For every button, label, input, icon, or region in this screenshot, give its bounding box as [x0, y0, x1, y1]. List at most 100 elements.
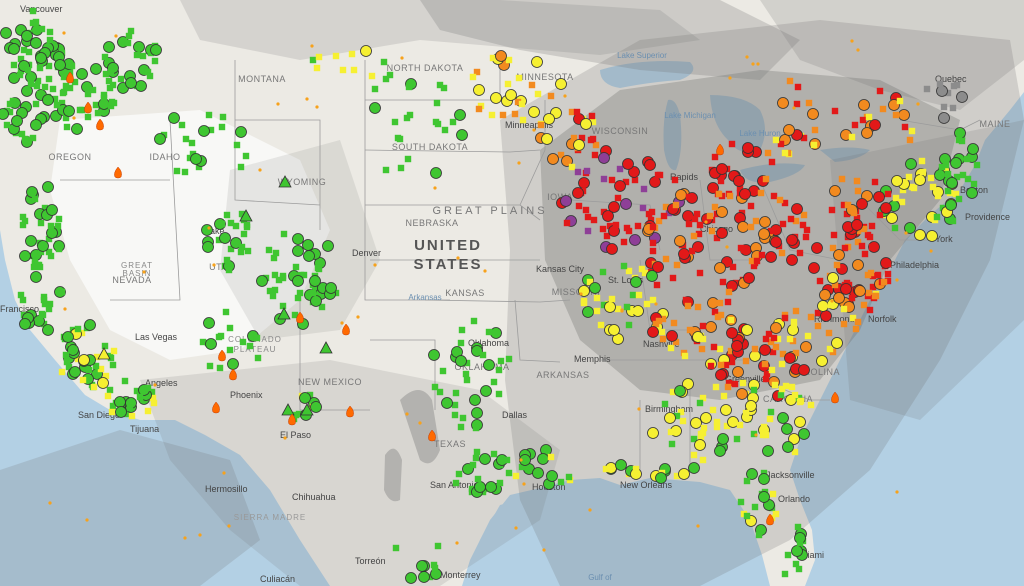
sensor-square-marker[interactable]	[796, 249, 804, 257]
sensor-square-marker[interactable]	[94, 109, 102, 117]
sensor-square-marker[interactable]	[490, 378, 498, 386]
sensor-square-marker[interactable]	[906, 136, 914, 144]
sensor-square-marker[interactable]	[762, 175, 770, 183]
sensor-square-marker[interactable]	[660, 212, 668, 220]
monitor-circle-marker[interactable]	[473, 84, 485, 96]
sensor-square-marker[interactable]	[6, 108, 14, 116]
sensor-square-marker[interactable]	[631, 176, 639, 184]
sensor-square-marker[interactable]	[955, 136, 963, 144]
sensor-square-marker[interactable]	[858, 242, 866, 250]
sensor-square-marker[interactable]	[578, 134, 586, 142]
sensor-square-marker[interactable]	[38, 25, 46, 33]
monitor-circle-marker[interactable]	[532, 467, 544, 479]
sensor-square-marker[interactable]	[896, 97, 904, 105]
sensor-square-marker[interactable]	[574, 168, 582, 176]
monitor-circle-marker[interactable]	[135, 80, 147, 92]
sensor-square-marker[interactable]	[78, 329, 86, 337]
monitor-circle-marker[interactable]	[717, 433, 729, 445]
monitor-circle-marker[interactable]	[608, 324, 620, 336]
sensor-square-marker[interactable]	[225, 266, 233, 274]
sensor-square-marker[interactable]	[784, 551, 792, 559]
monitor-circle-marker[interactable]	[456, 129, 468, 141]
fire-icon[interactable]	[96, 118, 104, 131]
sensor-square-marker[interactable]	[874, 271, 882, 279]
sensor-square-marker[interactable]	[218, 220, 226, 228]
monitor-circle-marker[interactable]	[666, 330, 678, 342]
monitor-circle-marker[interactable]	[615, 459, 627, 471]
sensor-square-marker[interactable]	[58, 288, 66, 296]
monitor-circle-marker[interactable]	[820, 310, 832, 322]
sensor-square-marker[interactable]	[440, 84, 448, 92]
monitor-circle-marker[interactable]	[652, 261, 664, 273]
sensor-square-marker[interactable]	[128, 412, 136, 420]
sensor-square-marker[interactable]	[792, 307, 800, 315]
sensor-square-marker[interactable]	[720, 392, 728, 400]
monitor-circle-marker[interactable]	[777, 412, 789, 424]
sensor-square-marker[interactable]	[827, 301, 835, 309]
sensor-square-marker[interactable]	[871, 292, 879, 300]
monitor-circle-marker[interactable]	[852, 259, 864, 271]
sensor-square-marker[interactable]	[892, 111, 900, 119]
monitor-circle-marker[interactable]	[405, 572, 417, 584]
sensor-square-marker[interactable]	[649, 247, 657, 255]
sensor-square-marker[interactable]	[313, 64, 321, 72]
sensor-square-marker[interactable]	[504, 80, 512, 88]
sensor-square-marker[interactable]	[768, 366, 776, 374]
fire-icon[interactable]	[84, 101, 92, 114]
sensor-square-marker[interactable]	[950, 82, 958, 90]
monitor-circle-marker[interactable]	[692, 241, 704, 253]
sensor-square-marker[interactable]	[600, 175, 608, 183]
sensor-square-marker[interactable]	[673, 412, 681, 420]
sensor-square-marker[interactable]	[371, 85, 379, 93]
sensor-square-marker[interactable]	[102, 372, 110, 380]
monitor-circle-marker[interactable]	[598, 152, 610, 164]
sensor-square-marker[interactable]	[826, 345, 834, 353]
monitor-circle-marker[interactable]	[531, 56, 543, 68]
sensor-square-marker[interactable]	[40, 296, 48, 304]
sensor-square-marker[interactable]	[223, 211, 231, 219]
sensor-square-marker[interactable]	[590, 216, 598, 224]
sensor-square-marker[interactable]	[727, 316, 735, 324]
monitor-circle-marker[interactable]	[784, 352, 796, 364]
sensor-square-marker[interactable]	[84, 113, 92, 121]
sensor-square-marker[interactable]	[794, 83, 802, 91]
monitor-circle-marker[interactable]	[455, 355, 467, 367]
monitor-circle-marker[interactable]	[292, 245, 304, 257]
sensor-square-marker[interactable]	[101, 342, 109, 350]
sensor-square-marker[interactable]	[237, 248, 245, 256]
sensor-square-marker[interactable]	[719, 278, 727, 286]
sensor-square-marker[interactable]	[292, 263, 300, 271]
sensor-square-marker[interactable]	[940, 103, 948, 111]
sensor-square-marker[interactable]	[144, 68, 152, 76]
sensor-square-marker[interactable]	[696, 399, 704, 407]
sensor-square-marker[interactable]	[706, 212, 714, 220]
sensor-square-marker[interactable]	[149, 394, 157, 402]
monitor-circle-marker[interactable]	[816, 355, 828, 367]
monitor-circle-marker[interactable]	[630, 276, 642, 288]
sensor-square-marker[interactable]	[63, 358, 71, 366]
sensor-square-marker[interactable]	[27, 80, 35, 88]
sensor-square-marker[interactable]	[436, 81, 444, 89]
monitor-circle-marker[interactable]	[103, 41, 115, 53]
sensor-square-marker[interactable]	[640, 185, 648, 193]
sensor-square-marker[interactable]	[479, 351, 487, 359]
sensor-square-marker[interactable]	[455, 470, 463, 478]
sensor-square-marker[interactable]	[386, 71, 394, 79]
sensor-square-marker[interactable]	[597, 321, 605, 329]
monitor-circle-marker[interactable]	[115, 406, 127, 418]
sensor-square-marker[interactable]	[206, 319, 214, 327]
sensor-square-marker[interactable]	[21, 217, 29, 225]
sensor-square-marker[interactable]	[109, 81, 117, 89]
sensor-square-marker[interactable]	[45, 62, 53, 70]
sensor-square-marker[interactable]	[253, 334, 261, 342]
fire-icon[interactable]	[114, 166, 122, 179]
sensor-square-marker[interactable]	[673, 261, 681, 269]
sensor-square-marker[interactable]	[582, 206, 590, 214]
monitor-triangle-marker[interactable]	[281, 403, 295, 416]
monitor-circle-marker[interactable]	[888, 99, 900, 111]
monitor-circle-marker[interactable]	[490, 92, 502, 104]
sensor-square-marker[interactable]	[392, 544, 400, 552]
sensor-square-marker[interactable]	[458, 326, 466, 334]
monitor-circle-marker[interactable]	[606, 243, 618, 255]
sensor-square-marker[interactable]	[908, 127, 916, 135]
